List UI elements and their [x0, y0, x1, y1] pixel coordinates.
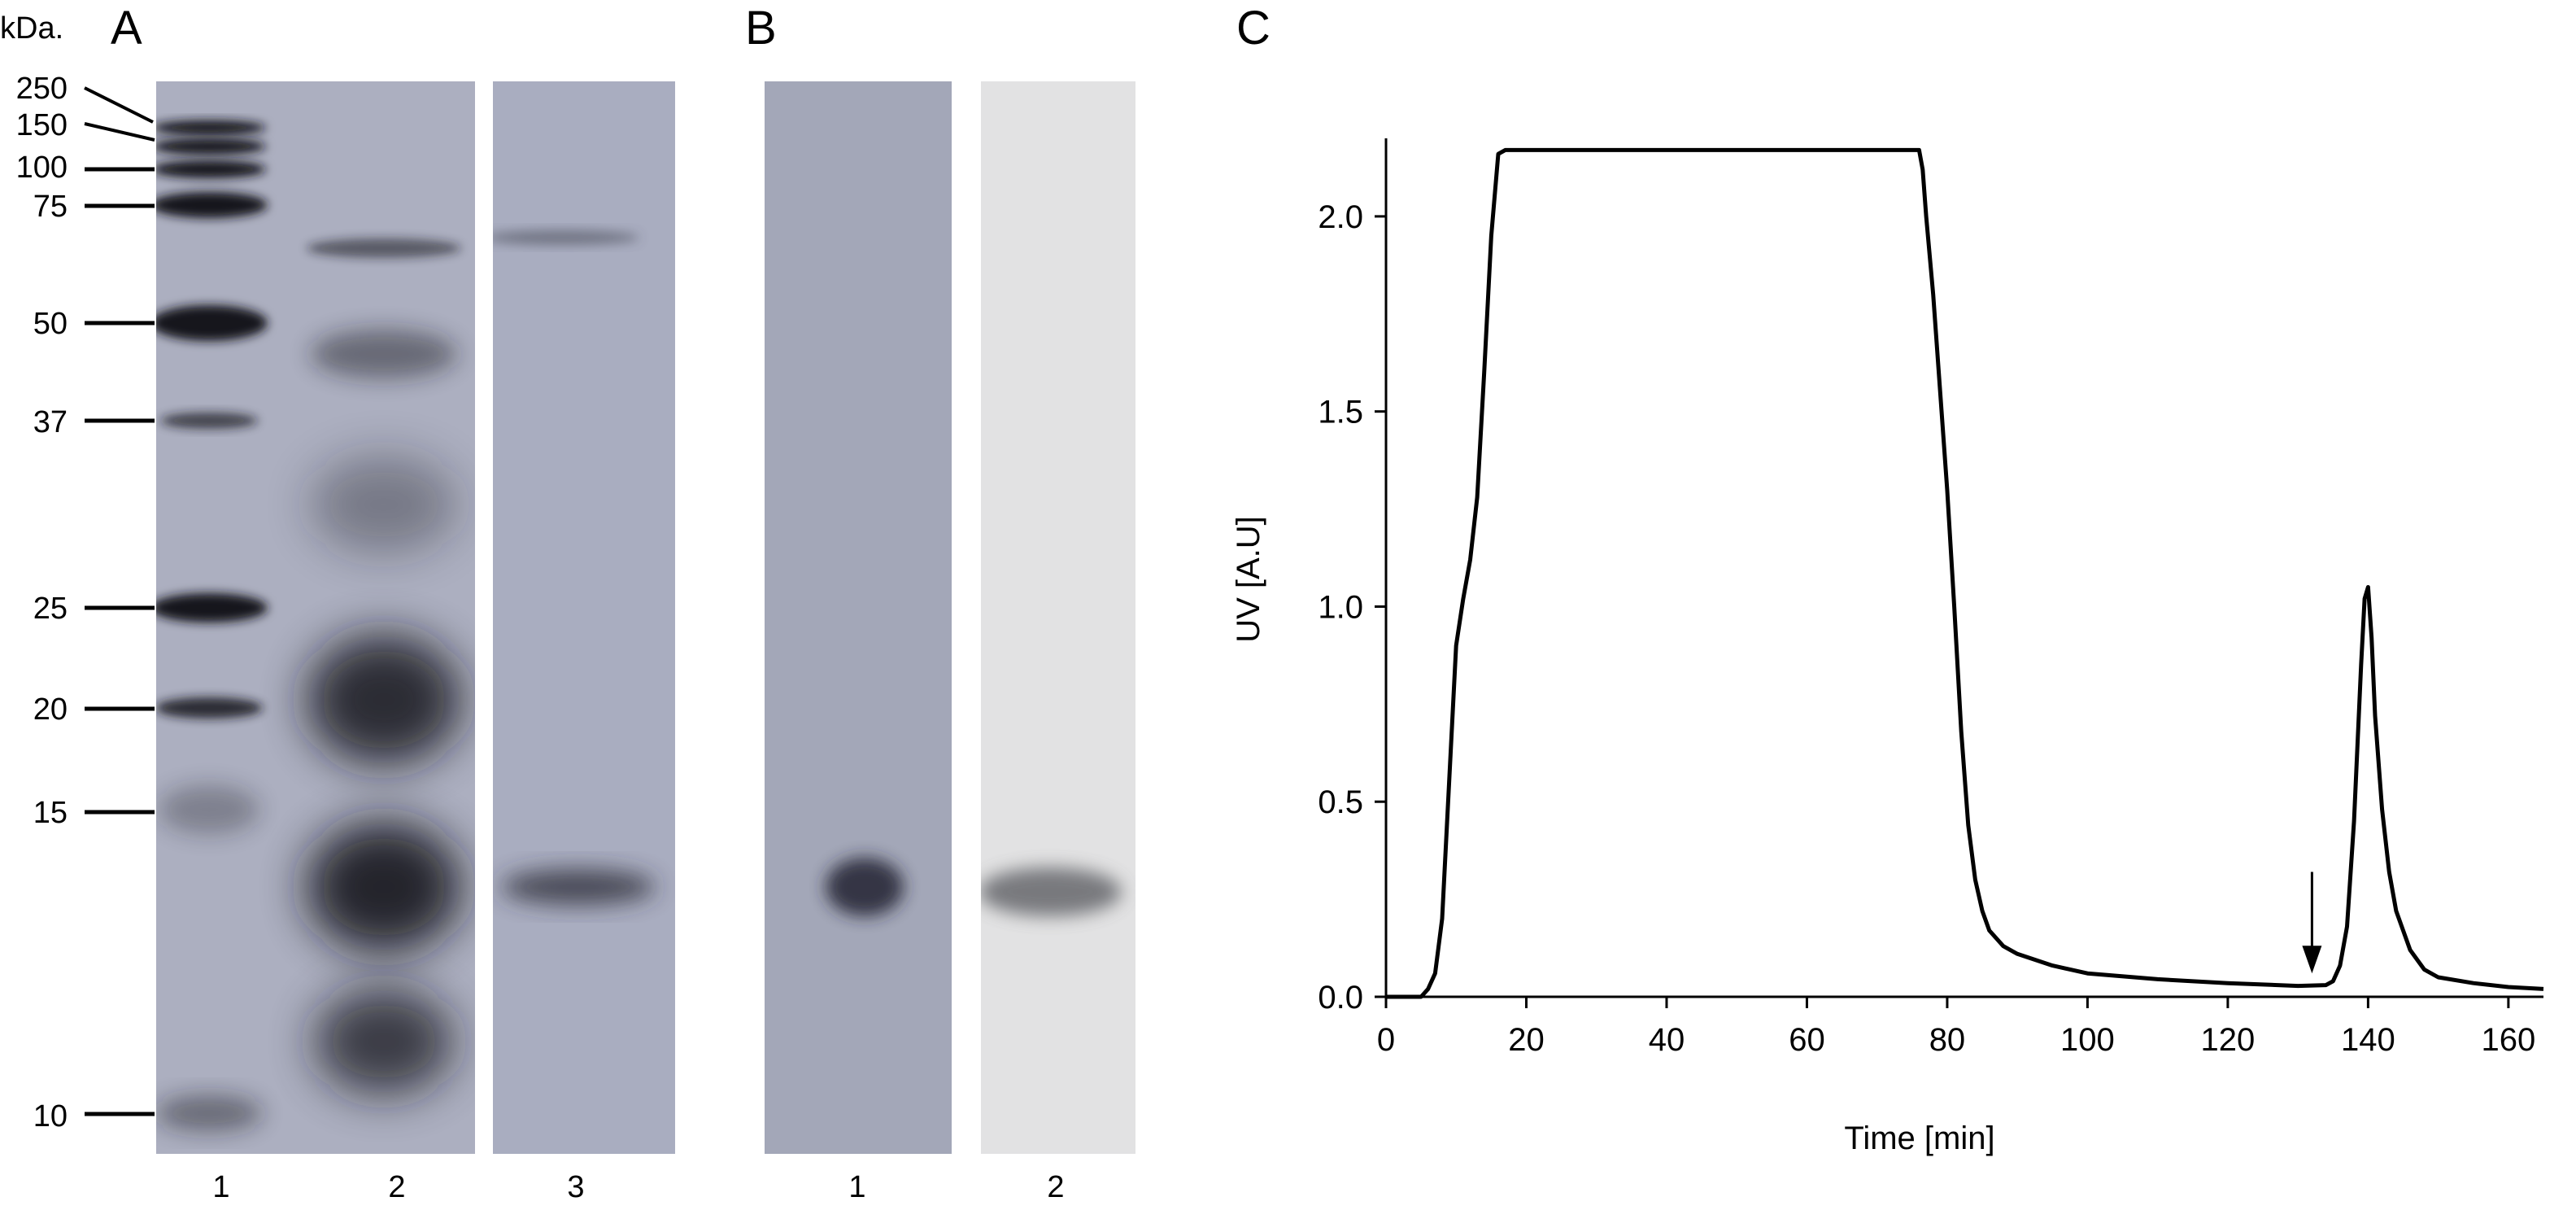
y-axis-label: UV [A.U]: [1231, 516, 1266, 643]
stained-band: [981, 867, 1122, 916]
lane-label-b-2: 2: [1047, 1170, 1065, 1204]
lane-label-b-1: 1: [848, 1170, 866, 1204]
western-blot-band: [826, 858, 904, 916]
mw-marker-ticks: [84, 86, 155, 1116]
x-tick-label: 160: [2482, 1022, 2536, 1058]
x-tick-label: 120: [2201, 1022, 2256, 1058]
gel-b-lane-1-image: [765, 81, 952, 1154]
chart-series: [1386, 147, 2544, 999]
gel-b-lane-1: [765, 81, 952, 1154]
lane-label-a-2: 2: [388, 1170, 406, 1204]
gel-b-lane-2: [981, 81, 1135, 1154]
mw-label-25: 25: [33, 592, 68, 626]
panel-a-letter: A: [111, 2, 142, 55]
y-tick-label: 0.0: [1318, 980, 1363, 1016]
panel-b-letter: B: [745, 2, 777, 55]
lane-2-sample-bands: [307, 238, 461, 1094]
kda-unit-label: kDa.: [0, 11, 64, 46]
gel-a-lane-3: [493, 81, 675, 1154]
arrow-head: [2302, 946, 2322, 974]
gel-a-image: [156, 81, 475, 1154]
x-axis-label: Time [min]: [1844, 1120, 1994, 1156]
mw-label-10: 10: [33, 1099, 68, 1134]
lane-3-band-high: [493, 230, 639, 245]
x-tick-label: 100: [2060, 1022, 2115, 1058]
mw-label-15: 15: [33, 796, 68, 830]
x-tick-label: 140: [2341, 1022, 2395, 1058]
x-tick-label: 60: [1789, 1022, 1825, 1058]
x-tick-label: 20: [1508, 1022, 1545, 1058]
mw-leader-150: [84, 122, 155, 142]
mw-label-250: 250: [15, 72, 68, 106]
panel-c-letter: C: [1236, 2, 1271, 55]
chart-annotations: [2302, 871, 2322, 974]
mw-label-75: 75: [33, 190, 68, 224]
uv-trace-line: [1386, 147, 2544, 999]
lane-label-a-3: 3: [567, 1170, 585, 1204]
mw-label-50: 50: [33, 307, 68, 341]
lane-1-ladder-bands: [156, 120, 268, 1131]
gel-a-lanes-1-2: [156, 81, 475, 1154]
y-tick-label: 1.0: [1318, 589, 1363, 625]
y-tick-label: 0.5: [1318, 784, 1363, 820]
x-tick-label: 80: [1929, 1022, 1966, 1058]
y-tick-label: 2.0: [1318, 199, 1363, 235]
y-tick-label: 1.5: [1318, 395, 1363, 430]
lane-label-a-1: 1: [212, 1170, 230, 1204]
mw-label-37: 37: [33, 405, 68, 439]
x-tick-label: 0: [1377, 1022, 1395, 1058]
x-tick-label: 40: [1649, 1022, 1685, 1058]
chart-axes: [1384, 138, 2543, 998]
mw-label-100: 100: [15, 151, 68, 185]
lane-3-band-low: [501, 869, 656, 905]
gel-b-lane-2-image: [981, 81, 1135, 1154]
gel-a-lane-3-image: [493, 81, 675, 1154]
chart-ticks: 0 20 40 60 80 100 120 140 160 0.0 0.5 1.0 1.5 2.0: [1318, 199, 2535, 1058]
mw-leader-250: [84, 86, 154, 124]
mw-label-150: 150: [15, 108, 68, 142]
mw-label-20: 20: [33, 692, 68, 727]
